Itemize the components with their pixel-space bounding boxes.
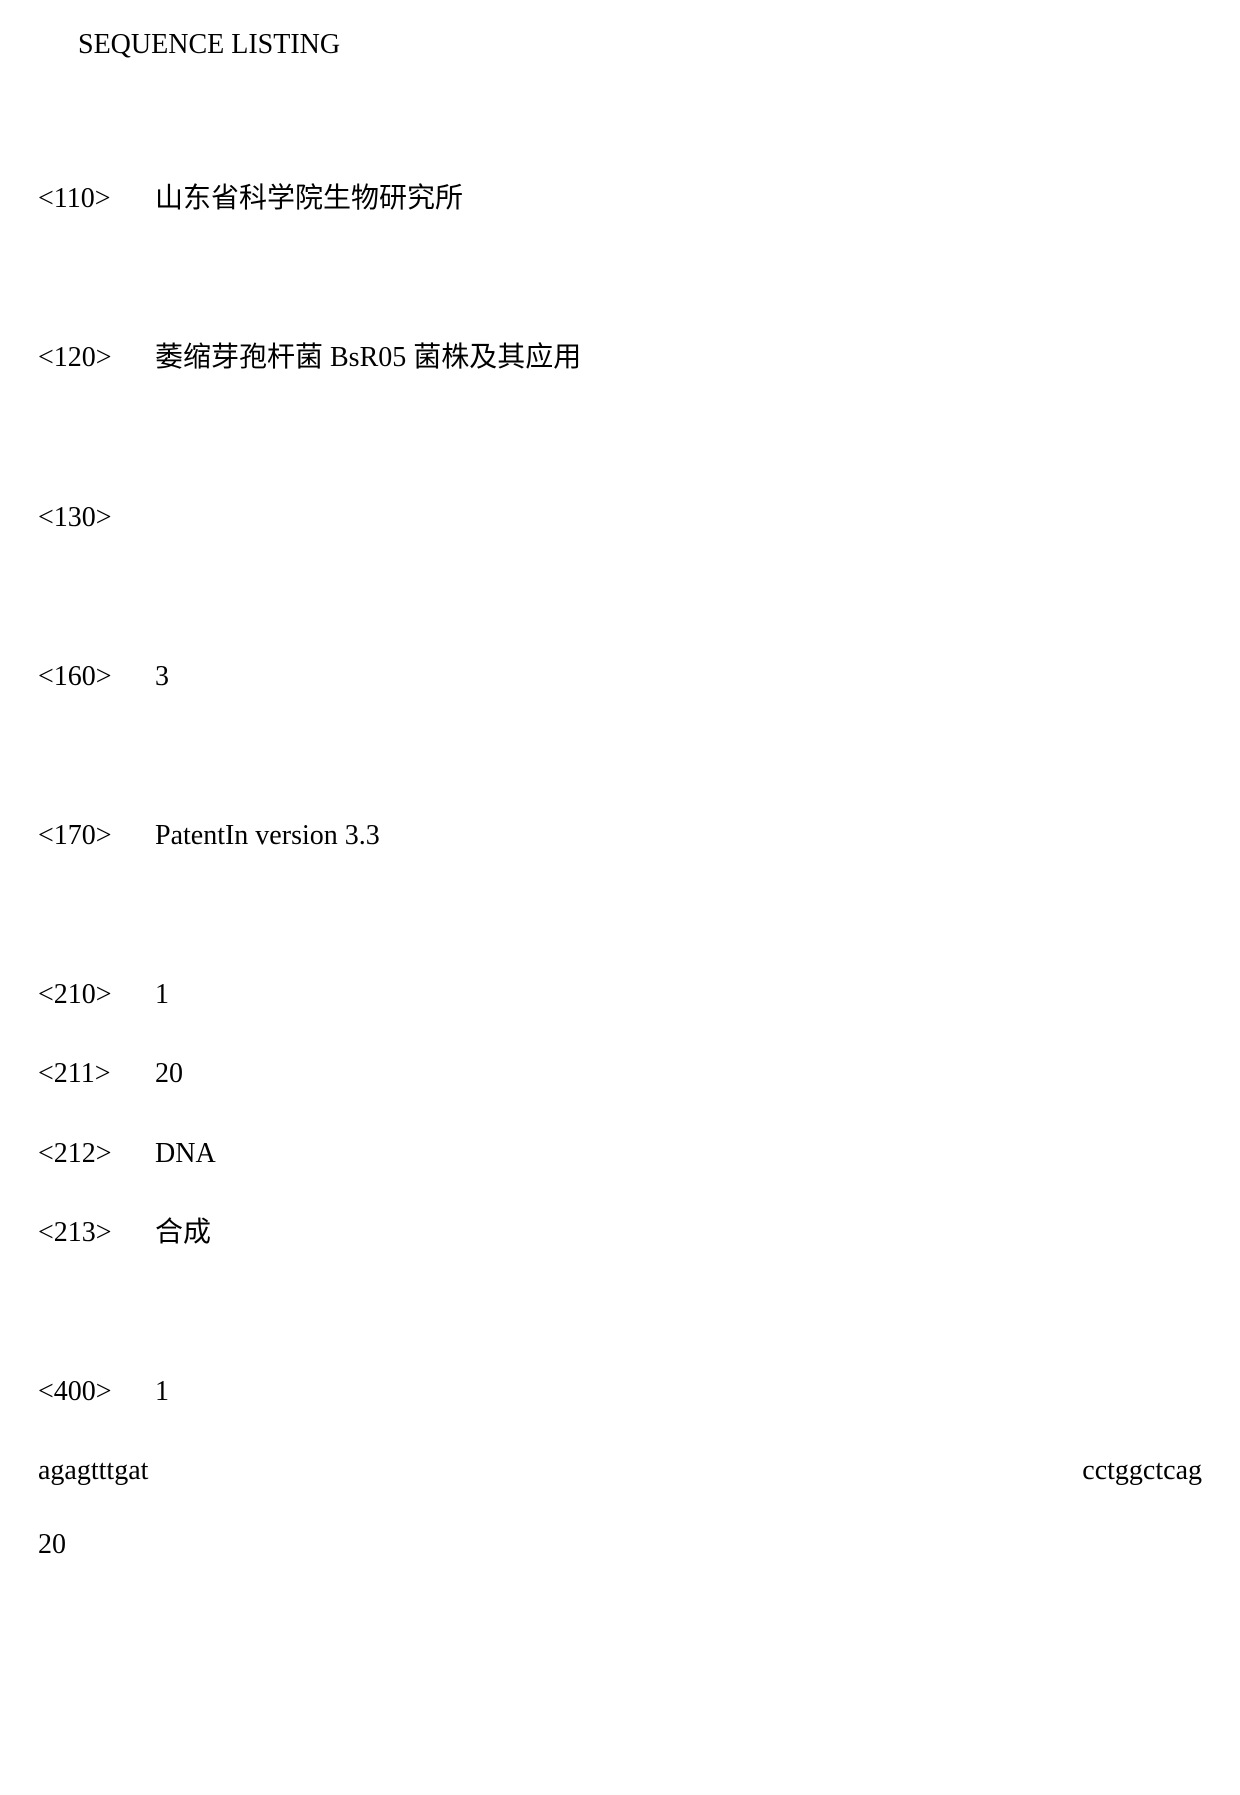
value-organism: 合成 bbox=[155, 1213, 211, 1252]
value-software: PatentIn version 3.3 bbox=[155, 816, 380, 855]
value-invention-title: 萎缩芽孢杆菌 BsR05 菌株及其应用 bbox=[155, 338, 581, 377]
entry-seq-id: <210> 1 bbox=[38, 975, 1202, 1014]
tag-210: <210> bbox=[38, 975, 148, 1014]
tag-213: <213> bbox=[38, 1213, 148, 1252]
tag-170: <170> bbox=[38, 816, 148, 855]
entry-mol-type: <212> DNA bbox=[38, 1134, 1202, 1173]
entry-num-sequences: <160> 3 bbox=[38, 657, 1202, 696]
sequence-left: agagtttgat bbox=[38, 1451, 148, 1490]
entry-invention-title: <120> 萎缩芽孢杆菌 BsR05 菌株及其应用 bbox=[38, 338, 1202, 377]
entry-organism: <213> 合成 bbox=[38, 1213, 1202, 1252]
tag-400: <400> bbox=[38, 1372, 148, 1411]
sequence-count: 20 bbox=[38, 1525, 1202, 1564]
tag-212: <212> bbox=[38, 1134, 148, 1173]
document-title: SEQUENCE LISTING bbox=[78, 25, 1202, 64]
value-mol-type: DNA bbox=[155, 1134, 216, 1173]
value-applicant: 山东省科学院生物研究所 bbox=[155, 179, 463, 218]
tag-211: <211> bbox=[38, 1054, 148, 1093]
sequence-right: cctggctcag bbox=[1082, 1451, 1202, 1490]
value-seq-length: 20 bbox=[155, 1054, 183, 1093]
tag-110: <110> bbox=[38, 179, 148, 218]
value-sequence-marker: 1 bbox=[155, 1372, 169, 1411]
tag-120: <120> bbox=[38, 338, 148, 377]
entry-software: <170> PatentIn version 3.3 bbox=[38, 816, 1202, 855]
tag-130: <130> bbox=[38, 498, 148, 537]
entry-sequence-marker: <400> 1 bbox=[38, 1372, 1202, 1411]
sequence-info-group: <210> 1 <211> 20 <212> DNA <213> 合成 bbox=[38, 975, 1202, 1252]
entry-seq-length: <211> 20 bbox=[38, 1054, 1202, 1093]
sequence-row: agagtttgat cctggctcag bbox=[38, 1451, 1202, 1490]
entry-file-ref: <130> bbox=[38, 498, 1202, 537]
tag-160: <160> bbox=[38, 657, 148, 696]
value-seq-id: 1 bbox=[155, 975, 169, 1014]
entry-applicant: <110> 山东省科学院生物研究所 bbox=[38, 179, 1202, 218]
value-num-sequences: 3 bbox=[155, 657, 169, 696]
